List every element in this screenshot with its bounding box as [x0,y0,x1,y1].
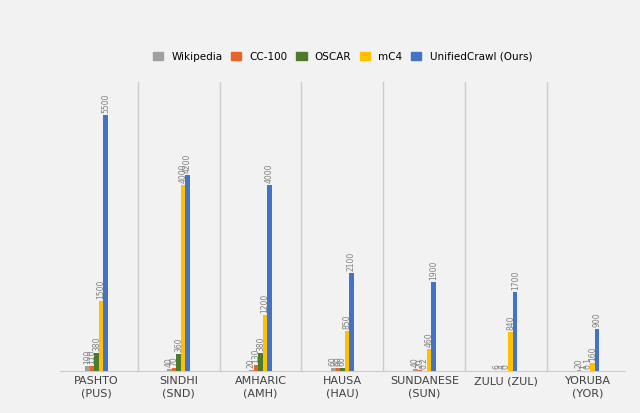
Text: 4: 4 [497,364,506,369]
Text: 0.1: 0.1 [584,357,593,369]
Bar [413,369,417,371]
Bar [95,353,99,371]
Text: 60: 60 [338,356,347,366]
Text: 1700: 1700 [511,270,520,290]
Text: 130: 130 [252,348,260,363]
Bar [186,175,190,371]
Text: 60: 60 [333,356,342,366]
Bar [417,370,422,371]
Bar [577,370,581,371]
Bar [590,363,595,371]
Text: 900: 900 [593,312,602,327]
Bar [263,315,268,371]
Text: 1: 1 [579,364,588,369]
Text: 4000: 4000 [265,163,274,183]
Text: 1500: 1500 [97,280,106,299]
Text: 100: 100 [83,350,92,364]
Bar [513,292,518,371]
Legend: Wikipedia, CC-100, OSCAR, mC4, UnifiedCrawl (Ours): Wikipedia, CC-100, OSCAR, mC4, UnifiedCr… [148,47,536,66]
Bar [268,185,272,371]
Bar [85,366,90,371]
Text: 2100: 2100 [347,252,356,271]
Bar [340,368,345,371]
Text: 4200: 4200 [183,154,192,173]
Text: 40: 40 [165,357,174,367]
Text: 4000: 4000 [179,163,188,183]
Text: 160: 160 [588,347,597,361]
Text: 0.2: 0.2 [420,357,429,369]
Text: 20: 20 [247,358,256,368]
Bar [90,366,95,371]
Text: 850: 850 [342,315,351,329]
Text: 380: 380 [92,337,101,351]
Bar [331,368,335,371]
Bar [181,185,186,371]
Text: 380: 380 [256,337,265,351]
Bar [104,115,108,371]
Bar [99,301,104,371]
Bar [249,370,253,371]
Text: 6: 6 [493,364,502,368]
Text: 40: 40 [411,357,420,367]
Text: 460: 460 [424,333,433,347]
Bar [427,349,431,371]
Bar [172,368,177,371]
Text: 1200: 1200 [260,294,269,313]
Bar [258,353,263,371]
Text: 20: 20 [575,358,584,368]
Text: 1900: 1900 [429,261,438,280]
Bar [595,329,600,371]
Bar [345,331,349,371]
Bar [349,273,354,371]
Bar [431,282,436,371]
Bar [508,332,513,371]
Text: 70: 70 [170,356,179,366]
Bar [253,365,258,371]
Text: 0: 0 [502,364,511,369]
Text: 20: 20 [415,358,424,368]
Text: 840: 840 [506,315,515,330]
Bar [177,354,181,371]
Text: 5500: 5500 [101,93,110,113]
Bar [167,369,172,371]
Text: 360: 360 [174,337,183,352]
Text: 60: 60 [329,356,338,366]
Text: 110: 110 [88,349,97,364]
Bar [335,368,340,371]
